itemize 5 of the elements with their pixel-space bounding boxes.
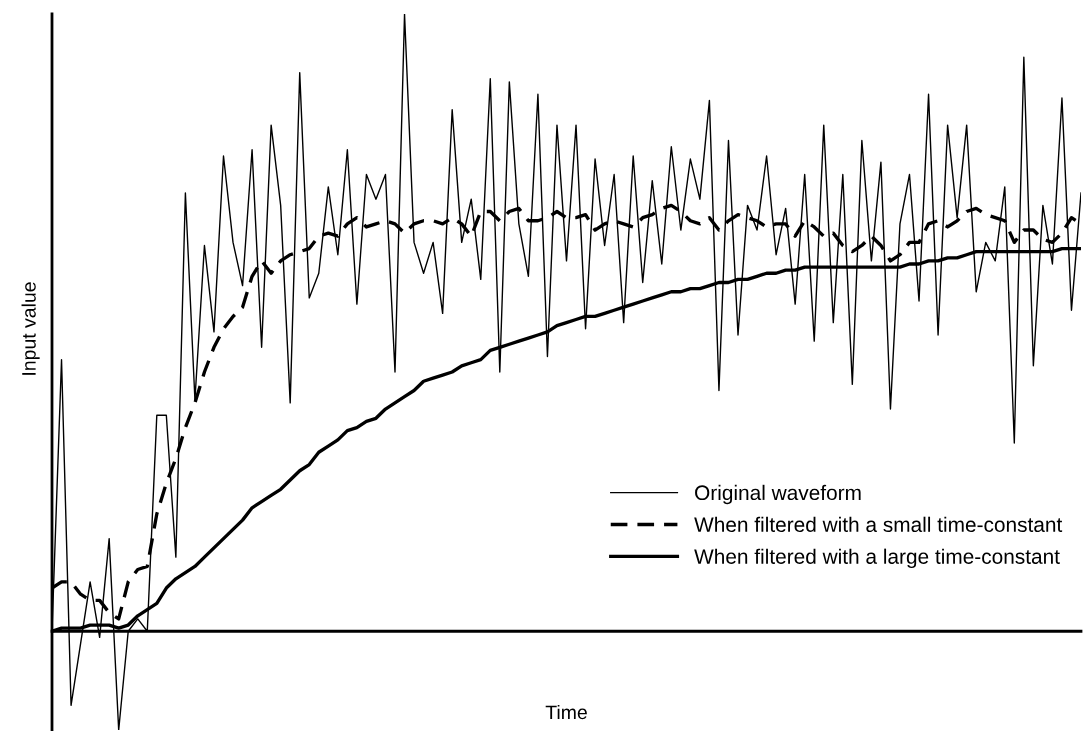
y-axis-title: Input value (21, 282, 40, 375)
legend-label: When filtered with a large time-constant (694, 548, 1060, 569)
legend-label: When filtered with a small time-constant (694, 516, 1063, 533)
x-axis-title: Time (545, 704, 587, 720)
legend-label: Original waveform (695, 484, 861, 505)
